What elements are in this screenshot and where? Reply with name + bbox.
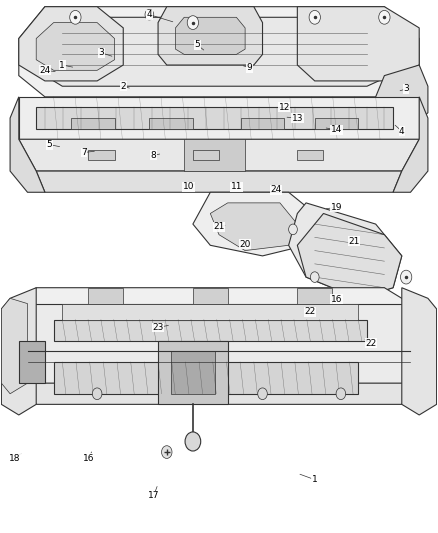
- Circle shape: [185, 432, 201, 451]
- Text: 13: 13: [292, 114, 303, 123]
- Text: 21: 21: [348, 237, 360, 246]
- Circle shape: [162, 446, 172, 458]
- Circle shape: [400, 270, 412, 284]
- Polygon shape: [19, 7, 123, 81]
- Polygon shape: [10, 97, 45, 192]
- Polygon shape: [53, 362, 358, 394]
- Circle shape: [145, 10, 154, 20]
- Text: 14: 14: [331, 125, 342, 134]
- Text: 23: 23: [152, 323, 164, 332]
- Text: 5: 5: [46, 140, 52, 149]
- Polygon shape: [36, 108, 393, 128]
- Text: 4: 4: [147, 10, 152, 19]
- Circle shape: [336, 388, 346, 400]
- Text: 18: 18: [9, 454, 20, 463]
- Polygon shape: [176, 17, 245, 54]
- Text: 20: 20: [240, 240, 251, 249]
- Polygon shape: [193, 288, 228, 304]
- Text: 4: 4: [399, 127, 405, 136]
- Text: 5: 5: [194, 41, 200, 50]
- Polygon shape: [393, 97, 428, 192]
- Polygon shape: [376, 65, 428, 128]
- Polygon shape: [158, 7, 262, 65]
- Text: 3: 3: [99, 49, 104, 58]
- Polygon shape: [297, 150, 323, 160]
- Polygon shape: [193, 150, 219, 160]
- Text: 2: 2: [120, 82, 126, 91]
- Text: 9: 9: [247, 63, 252, 72]
- Circle shape: [379, 11, 390, 24]
- Polygon shape: [193, 192, 315, 256]
- Polygon shape: [36, 17, 402, 86]
- Text: 16: 16: [83, 454, 94, 463]
- Text: 16: 16: [331, 295, 342, 304]
- Text: 22: 22: [366, 339, 377, 348]
- Circle shape: [92, 388, 102, 400]
- Circle shape: [258, 388, 267, 400]
- Polygon shape: [241, 118, 284, 128]
- Circle shape: [289, 224, 297, 235]
- Polygon shape: [53, 319, 367, 341]
- Polygon shape: [19, 341, 45, 383]
- Circle shape: [309, 11, 321, 24]
- Text: 21: 21: [213, 222, 225, 231]
- Polygon shape: [88, 288, 123, 304]
- Text: 1: 1: [60, 61, 65, 69]
- Polygon shape: [36, 171, 402, 192]
- Text: 24: 24: [270, 185, 281, 194]
- Polygon shape: [402, 288, 437, 415]
- Text: 12: 12: [279, 103, 290, 112]
- Text: 1: 1: [312, 475, 318, 484]
- Text: 22: 22: [305, 307, 316, 316]
- Text: 11: 11: [231, 182, 242, 191]
- Polygon shape: [28, 383, 410, 405]
- Polygon shape: [1, 288, 36, 415]
- Text: 19: 19: [331, 203, 342, 212]
- Polygon shape: [297, 288, 332, 304]
- Polygon shape: [297, 214, 402, 298]
- Text: 24: 24: [39, 66, 50, 75]
- Circle shape: [311, 272, 319, 282]
- Polygon shape: [28, 304, 410, 383]
- Polygon shape: [19, 7, 419, 97]
- Text: 8: 8: [151, 151, 157, 160]
- Text: 7: 7: [81, 148, 87, 157]
- Polygon shape: [88, 150, 115, 160]
- Polygon shape: [171, 351, 215, 394]
- Polygon shape: [19, 139, 419, 171]
- Polygon shape: [71, 118, 115, 128]
- Polygon shape: [289, 203, 402, 298]
- Polygon shape: [315, 118, 358, 128]
- Text: 10: 10: [183, 182, 194, 191]
- Polygon shape: [36, 22, 115, 70]
- Text: 17: 17: [148, 491, 159, 500]
- Polygon shape: [158, 341, 228, 405]
- Circle shape: [70, 11, 81, 24]
- Circle shape: [187, 15, 198, 29]
- Polygon shape: [210, 203, 297, 251]
- Polygon shape: [297, 7, 419, 81]
- Polygon shape: [1, 298, 28, 394]
- Polygon shape: [149, 118, 193, 128]
- Polygon shape: [28, 288, 410, 330]
- Polygon shape: [184, 139, 245, 171]
- Polygon shape: [19, 97, 419, 139]
- Polygon shape: [62, 304, 358, 319]
- Text: 3: 3: [403, 84, 409, 93]
